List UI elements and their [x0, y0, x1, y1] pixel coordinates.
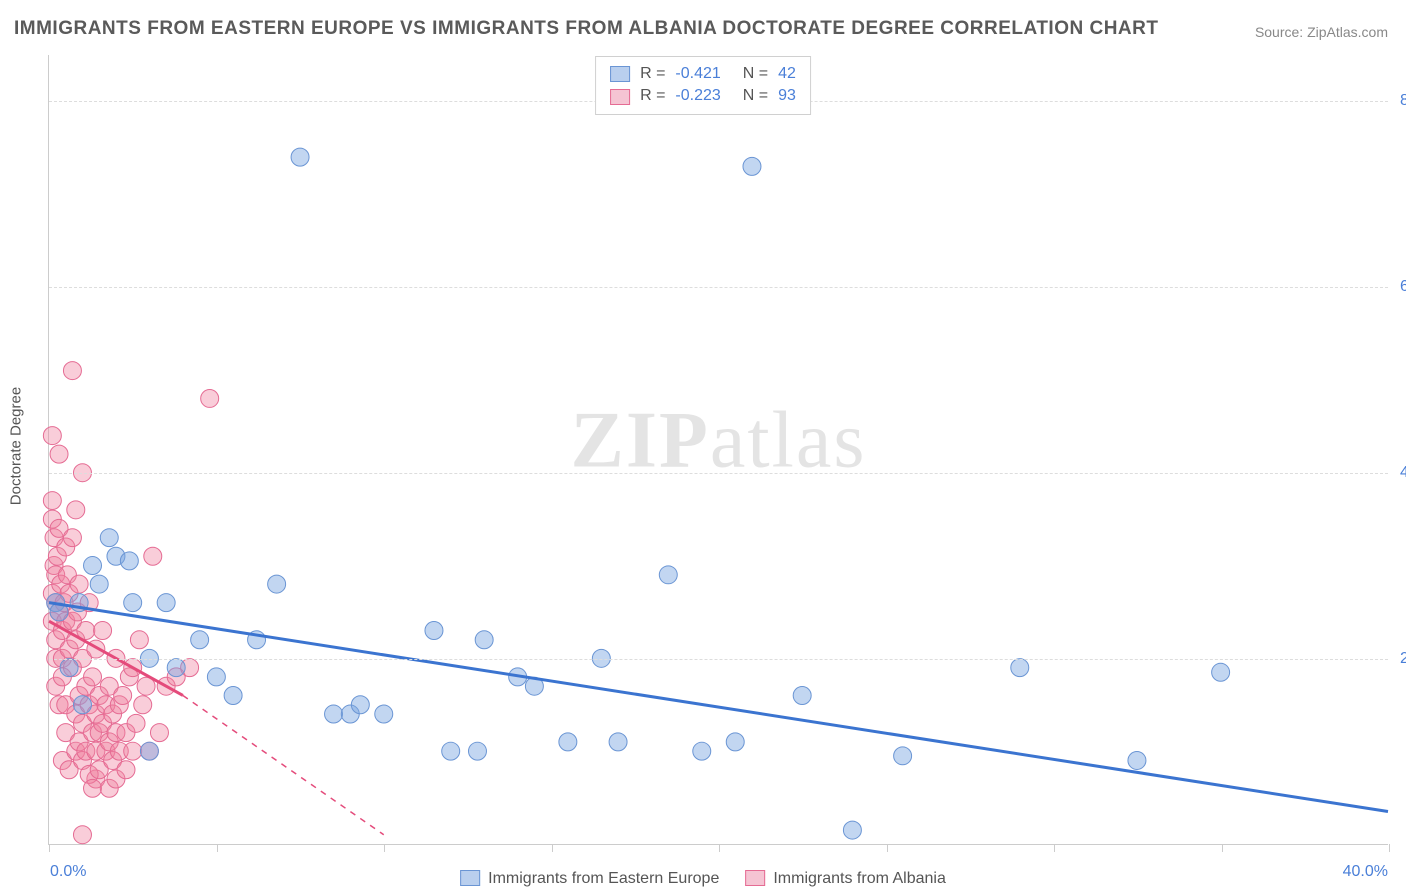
data-point — [268, 575, 286, 593]
data-point — [124, 594, 142, 612]
chart-title: IMMIGRANTS FROM EASTERN EUROPE VS IMMIGR… — [14, 18, 1158, 40]
x-tick — [384, 844, 385, 852]
data-point — [1011, 659, 1029, 677]
data-point — [351, 696, 369, 714]
x-tick — [1222, 844, 1223, 852]
data-point — [100, 529, 118, 547]
data-point — [207, 668, 225, 686]
data-point — [134, 696, 152, 714]
legend-n-label-b: N = — [743, 85, 768, 107]
gridline — [49, 287, 1388, 288]
data-point — [140, 742, 158, 760]
x-tick — [49, 844, 50, 852]
x-axis-max-label: 40.0% — [1343, 863, 1388, 881]
legend-n-value-a: 42 — [778, 63, 796, 85]
data-point — [468, 742, 486, 760]
data-point — [63, 362, 81, 380]
legend-row-series-a: R = -0.421 N = 42 — [610, 63, 796, 85]
legend-n-label-a: N = — [743, 63, 768, 85]
legend-r-label-b: R = — [640, 85, 665, 107]
data-point — [325, 705, 343, 723]
data-point — [442, 742, 460, 760]
x-axis-min-label: 0.0% — [50, 863, 86, 881]
x-tick — [887, 844, 888, 852]
gridline — [49, 659, 1388, 660]
data-point — [793, 686, 811, 704]
legend-label-b: Immigrants from Albania — [773, 870, 946, 887]
data-point — [63, 529, 81, 547]
data-point — [743, 157, 761, 175]
x-tick — [552, 844, 553, 852]
data-point — [120, 552, 138, 570]
x-tick — [1389, 844, 1390, 852]
data-point — [291, 148, 309, 166]
data-point — [124, 742, 142, 760]
data-point — [67, 501, 85, 519]
y-tick-label: 2.0% — [1392, 650, 1406, 668]
data-point — [224, 686, 242, 704]
data-point — [90, 575, 108, 593]
trend-line-eastern-europe — [49, 603, 1388, 812]
legend-r-value-b: -0.223 — [675, 85, 720, 107]
data-point — [43, 492, 61, 510]
data-point — [70, 575, 88, 593]
data-point — [157, 594, 175, 612]
x-tick — [719, 844, 720, 852]
x-tick — [217, 844, 218, 852]
legend-row-series-b: R = -0.223 N = 93 — [610, 85, 796, 107]
data-point — [84, 557, 102, 575]
data-point — [1212, 663, 1230, 681]
plot-area: ZIPatlas 2.0%4.0%6.0%8.0% — [48, 55, 1388, 845]
data-point — [659, 566, 677, 584]
data-point — [144, 547, 162, 565]
data-point — [475, 631, 493, 649]
data-point — [50, 445, 68, 463]
legend-bottom-swatch-b — [745, 870, 765, 886]
legend-n-value-b: 93 — [778, 85, 796, 107]
data-point — [84, 668, 102, 686]
data-point — [43, 427, 61, 445]
data-point — [559, 733, 577, 751]
data-point — [726, 733, 744, 751]
data-point — [167, 659, 185, 677]
data-point — [843, 821, 861, 839]
data-point — [60, 659, 78, 677]
legend-swatch-a — [610, 66, 630, 82]
data-point — [73, 696, 91, 714]
y-tick-label: 8.0% — [1392, 92, 1406, 110]
legend-bottom-swatch-a — [460, 870, 480, 886]
scatter-svg — [49, 55, 1388, 844]
legend-r-label-a: R = — [640, 63, 665, 85]
data-point — [693, 742, 711, 760]
data-point — [114, 686, 132, 704]
data-point — [94, 622, 112, 640]
data-point — [191, 631, 209, 649]
data-point — [84, 779, 102, 797]
data-point — [150, 724, 168, 742]
data-point — [117, 761, 135, 779]
legend-item-a: Immigrants from Eastern Europe — [460, 870, 719, 888]
source-credit: Source: ZipAtlas.com — [1255, 24, 1388, 40]
legend-swatch-b — [610, 89, 630, 105]
series-legend: Immigrants from Eastern Europe Immigrant… — [460, 870, 946, 888]
correlation-legend: R = -0.421 N = 42 R = -0.223 N = 93 — [595, 56, 811, 115]
data-point — [127, 714, 145, 732]
legend-item-b: Immigrants from Albania — [745, 870, 946, 888]
data-point — [1128, 751, 1146, 769]
x-tick — [1054, 844, 1055, 852]
data-point — [425, 622, 443, 640]
legend-label-a: Immigrants from Eastern Europe — [488, 870, 719, 887]
data-point — [73, 826, 91, 844]
legend-r-value-a: -0.421 — [675, 63, 720, 85]
y-tick-label: 6.0% — [1392, 278, 1406, 296]
data-point — [609, 733, 627, 751]
gridline — [49, 473, 1388, 474]
data-point — [130, 631, 148, 649]
y-tick-label: 4.0% — [1392, 464, 1406, 482]
data-point — [201, 389, 219, 407]
y-axis-title: Doctorate Degree — [8, 387, 25, 505]
data-point — [375, 705, 393, 723]
data-point — [894, 747, 912, 765]
